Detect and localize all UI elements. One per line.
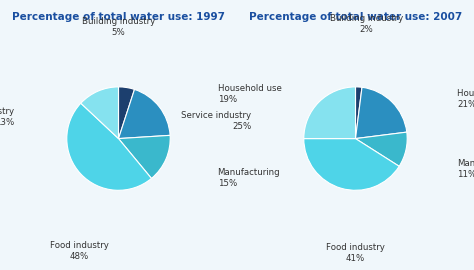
Wedge shape (304, 87, 356, 139)
Wedge shape (356, 132, 407, 166)
Text: Food industry
48%: Food industry 48% (50, 241, 109, 261)
Text: Service industry
13%: Service industry 13% (0, 107, 14, 127)
Wedge shape (118, 87, 135, 139)
Wedge shape (118, 135, 170, 178)
Wedge shape (118, 89, 170, 139)
Wedge shape (304, 139, 399, 190)
Text: Food industry
41%: Food industry 41% (326, 243, 385, 263)
Text: Percentage of total water use: 1997: Percentage of total water use: 1997 (12, 12, 225, 22)
Wedge shape (356, 87, 407, 139)
Text: Household use
21%: Household use 21% (457, 89, 474, 109)
Text: Building industry
5%: Building industry 5% (82, 16, 155, 37)
Text: Household use
19%: Household use 19% (218, 84, 282, 104)
Text: Service industry
25%: Service industry 25% (181, 111, 251, 131)
Text: Manufacturing
15%: Manufacturing 15% (218, 168, 280, 188)
Wedge shape (81, 87, 118, 139)
Text: Percentage of total water use: 2007: Percentage of total water use: 2007 (249, 12, 462, 22)
Wedge shape (67, 103, 152, 190)
Wedge shape (356, 87, 362, 139)
Text: Building industry
2%: Building industry 2% (329, 14, 403, 35)
Text: Manufacturing
11%: Manufacturing 11% (457, 159, 474, 179)
